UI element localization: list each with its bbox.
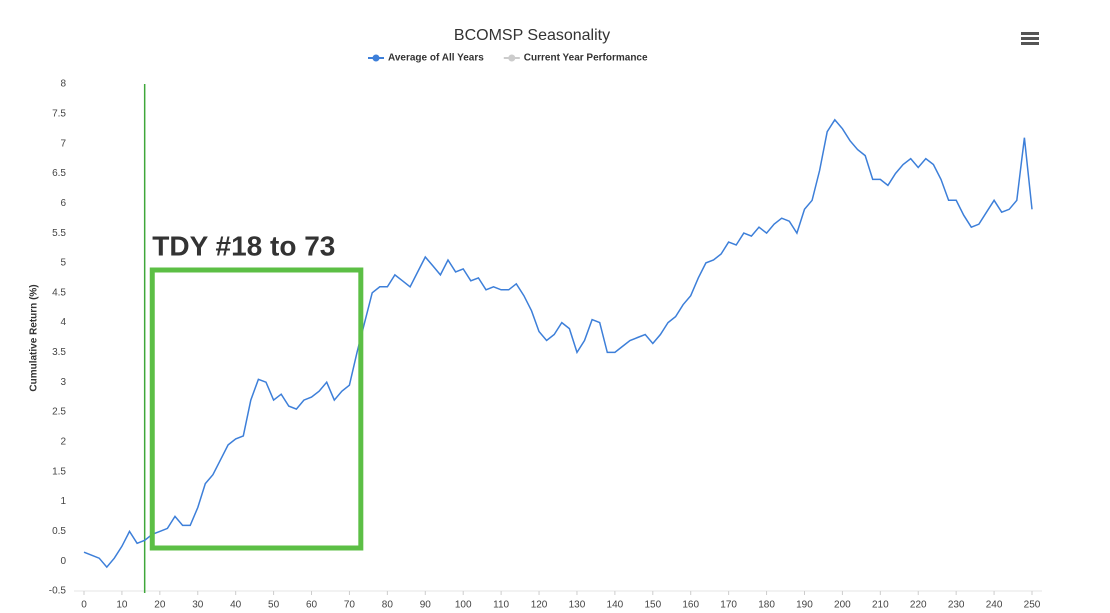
menu-bar (1021, 32, 1039, 35)
x-tick-label: 180 (758, 600, 775, 611)
x-tick-label: 110 (493, 600, 509, 611)
y-tick-label: 7 (60, 138, 66, 149)
series-line (83, 118, 1033, 569)
chart-title: BCOMSP Seasonality (454, 27, 610, 44)
y-tick-label: 5 (60, 258, 66, 269)
x-tick-label: 0 (81, 600, 87, 611)
y-tick-label: 2.5 (52, 407, 66, 418)
x-tick-label: 10 (116, 600, 128, 611)
highlight-label: TDY #18 to 73 (152, 230, 335, 261)
x-tick-label: 90 (420, 600, 432, 611)
highlight-box (149, 267, 364, 551)
x-tick-label: 250 (1024, 600, 1041, 611)
legend-item[interactable]: Current Year Performance (503, 53, 648, 64)
x-tick-label: 50 (268, 600, 280, 611)
x-tick-label: 120 (531, 600, 548, 611)
x-tick-label: 230 (948, 600, 965, 611)
x-tick-label: 70 (344, 600, 356, 611)
legend-label: Current Year Performance (524, 53, 648, 64)
x-tick-label: 240 (986, 600, 1003, 611)
x-tick-label: 210 (872, 600, 889, 611)
x-tick-label: 60 (306, 600, 318, 611)
y-tick-label: 7.5 (52, 108, 66, 119)
x-tick-label: 20 (154, 600, 166, 611)
y-tick-label: 0.5 (52, 526, 66, 537)
x-tick-label: 100 (455, 600, 472, 611)
x-tick-label: 80 (382, 600, 394, 611)
x-tick-label: 170 (720, 600, 737, 611)
x-tick-label: 190 (796, 600, 813, 611)
x-tick-label: 140 (607, 600, 624, 611)
y-tick-label: 2 (60, 437, 66, 448)
y-tick-label: 3.5 (52, 347, 66, 358)
x-tick-label: 130 (569, 600, 586, 611)
x-tick-label: 150 (644, 600, 661, 611)
menu-bar (1021, 37, 1039, 40)
menu-button[interactable] (1021, 32, 1039, 45)
y-tick-label: 5.5 (52, 228, 66, 239)
y-axis-label: Cumulative Return (%) (29, 284, 40, 391)
legend-marker (372, 54, 380, 62)
legend-item[interactable]: Average of All Years (368, 53, 484, 64)
y-tick-label: -0.5 (49, 586, 67, 597)
y-tick-label: 0 (60, 556, 66, 567)
x-tick-label: 200 (834, 600, 851, 611)
x-tick-label: 30 (192, 600, 204, 611)
y-tick-label: 3 (60, 377, 66, 388)
y-tick-label: 1 (60, 496, 66, 507)
x-tick-label: 40 (230, 600, 242, 611)
y-tick-label: 4 (60, 317, 66, 328)
legend-label: Average of All Years (388, 53, 484, 64)
y-tick-label: 6.5 (52, 168, 66, 179)
y-tick-label: 4.5 (52, 287, 66, 298)
legend-marker (508, 54, 516, 62)
y-tick-label: 8 (60, 79, 66, 90)
x-tick-label: 220 (910, 600, 927, 611)
y-tick-label: 1.5 (52, 466, 66, 477)
menu-bar (1021, 42, 1039, 45)
y-tick-label: 6 (60, 198, 66, 209)
x-tick-label: 160 (682, 600, 699, 611)
